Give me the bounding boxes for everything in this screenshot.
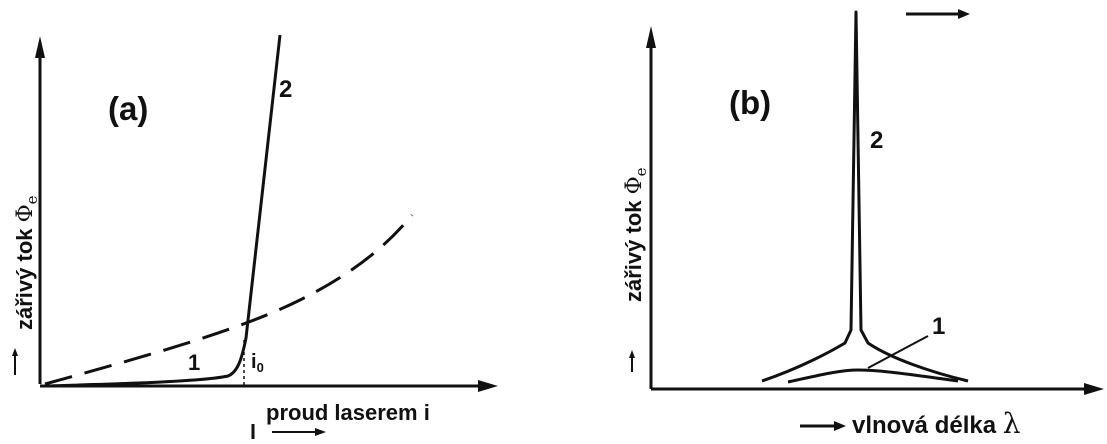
panel-a-dashed-curve <box>44 214 414 386</box>
panel-a-x-axis-arrowhead <box>478 380 498 392</box>
panel-a-curve-2-label: 2 <box>279 76 292 103</box>
panel-b-y-axis-title: zářivý tok Φe <box>621 167 650 302</box>
panel-a-y-direction-arrowhead <box>12 348 18 356</box>
panel-b-y-direction-arrowhead <box>629 350 635 358</box>
panel-a-y-axis-title: zářivý tok Φe <box>12 195 41 330</box>
panel-b-curve-1-label: 1 <box>932 313 945 340</box>
panel-a-curve-1-label: 1 <box>188 350 200 375</box>
panel-b-label: (b) <box>729 84 771 121</box>
panel-b-y-axis-arrowhead <box>646 26 656 48</box>
panel-b-x-axis-arrowhead <box>1084 383 1104 395</box>
panel-b: (b) 2 1 zářivý tok Φe vlnová délka λ <box>621 9 1104 440</box>
panel-b-curve-1 <box>787 368 959 384</box>
panel-a-y-axis-arrowhead <box>35 36 45 58</box>
panel-a: (a) 2 1 i0 zářivý tok Φe proud laserem i <box>12 34 498 439</box>
panel-b-top-arrowhead <box>958 9 970 19</box>
panel-b-curve-2-label: 2 <box>870 127 883 154</box>
panel-a-solid-curve <box>44 34 282 388</box>
panel-b-x-axis-title: vlnová délka λ <box>852 407 1021 439</box>
panel-b-curve-1-leader <box>867 335 929 369</box>
panel-b-curve-2 <box>761 10 969 383</box>
panel-a-threshold-label: i0 <box>251 351 264 375</box>
panel-a-x-direction-arrowhead <box>315 428 326 436</box>
panel-a-label: (a) <box>108 90 148 127</box>
panel-a-x-axis-title: proud laserem i <box>266 400 430 425</box>
panel-b-x-direction-arrowhead <box>834 421 846 431</box>
